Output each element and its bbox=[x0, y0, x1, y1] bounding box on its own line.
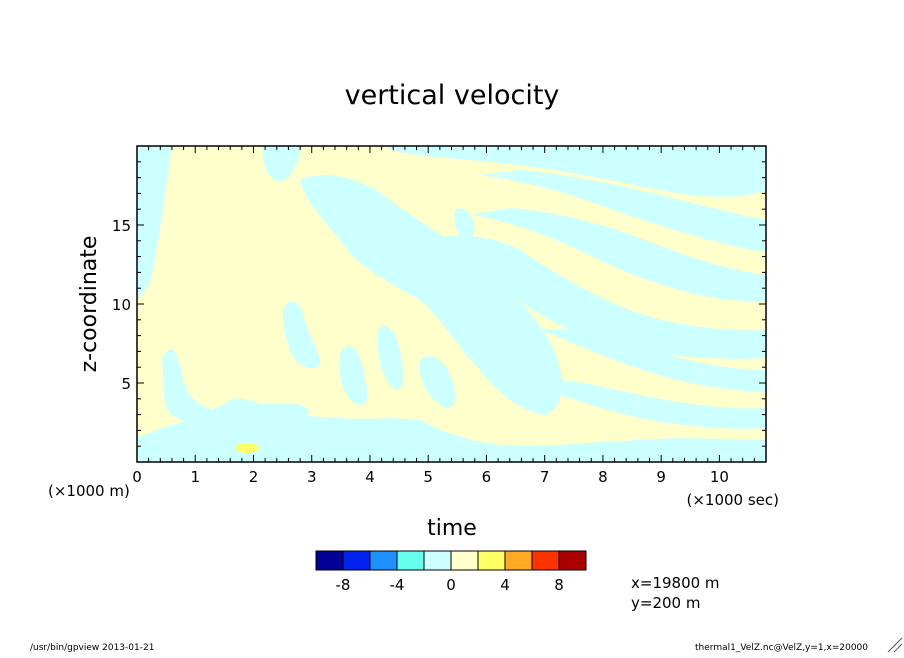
region-blob-f bbox=[262, 146, 300, 182]
region-band-3 bbox=[430, 235, 766, 359]
y-tick-label: 10 bbox=[112, 296, 131, 314]
chart-title: vertical velocity bbox=[345, 80, 560, 111]
x-tick-label: 3 bbox=[307, 468, 317, 486]
colorbar-swatch bbox=[531, 550, 560, 571]
region-diagonal-main bbox=[300, 175, 562, 415]
x-tick-label: 0 bbox=[132, 468, 142, 486]
region-blob-c bbox=[378, 326, 404, 390]
y-unit-label: (×1000 m) bbox=[48, 482, 130, 500]
resize-handle[interactable] bbox=[887, 637, 903, 653]
colorbar-swatch bbox=[558, 550, 587, 571]
x-tick-label: 10 bbox=[710, 468, 729, 486]
region-diagonal-upper bbox=[380, 146, 766, 197]
y-tick-label: 5 bbox=[121, 375, 131, 393]
region-blob-d bbox=[420, 356, 456, 409]
colorbar-label: -4 bbox=[390, 576, 405, 594]
x-tick-label: 2 bbox=[249, 468, 259, 486]
x-tick-label: 6 bbox=[482, 468, 492, 486]
region-band-5 bbox=[520, 378, 766, 429]
x-tick-label: 8 bbox=[598, 468, 608, 486]
region-band-2 bbox=[470, 208, 766, 302]
colorbar-swatch bbox=[315, 550, 344, 571]
colorbar-label: 4 bbox=[500, 576, 510, 594]
annotation-x: x=19800 m bbox=[631, 574, 720, 592]
colorbar-label: 8 bbox=[554, 576, 564, 594]
region-blob-e bbox=[454, 208, 475, 240]
colorbar-swatch bbox=[450, 550, 479, 571]
region-lower-left-blob bbox=[162, 349, 310, 426]
negative-velocity-regions bbox=[137, 146, 766, 462]
colorbar-swatch bbox=[342, 550, 371, 571]
colorbar-label: 0 bbox=[446, 576, 456, 594]
x-unit-label: (×1000 sec) bbox=[686, 491, 779, 509]
x-tick-label: 9 bbox=[656, 468, 666, 486]
x-tick-label: 5 bbox=[423, 468, 433, 486]
region-band-1 bbox=[480, 170, 766, 252]
positive-blob bbox=[235, 443, 259, 453]
x-tick-label: 4 bbox=[365, 468, 375, 486]
colorbar-swatch bbox=[504, 550, 533, 571]
y-axis-label: z-coordinate bbox=[77, 236, 102, 373]
annotation-y: y=200 m bbox=[631, 594, 700, 612]
colorbar-swatch bbox=[369, 550, 398, 571]
colorbar: -8 -4 0 4 8 bbox=[315, 550, 587, 594]
footer-right: thermal1_VelZ.nc@VelZ,y=1,x=20000 bbox=[695, 643, 868, 653]
colorbar-swatch bbox=[477, 550, 506, 571]
region-blob-a bbox=[282, 301, 321, 368]
y-tick-label: 15 bbox=[112, 217, 131, 235]
axes: 0 1 2 3 4 5 6 7 8 9 10 5 10 15 bbox=[112, 145, 767, 486]
region-blob-b bbox=[340, 346, 368, 405]
colorbar-swatch bbox=[396, 550, 425, 571]
colorbar-label: -8 bbox=[336, 576, 351, 594]
footer-left: /usr/bin/gpview 2013-01-21 bbox=[30, 643, 154, 653]
plot-area bbox=[137, 146, 766, 462]
x-tick-label: 7 bbox=[540, 468, 550, 486]
x-tick-label: 1 bbox=[190, 468, 200, 486]
x-axis-label: time bbox=[427, 516, 477, 541]
colorbar-swatch bbox=[423, 550, 452, 571]
region-band-4 bbox=[540, 328, 766, 392]
region-left-edge bbox=[137, 146, 172, 300]
